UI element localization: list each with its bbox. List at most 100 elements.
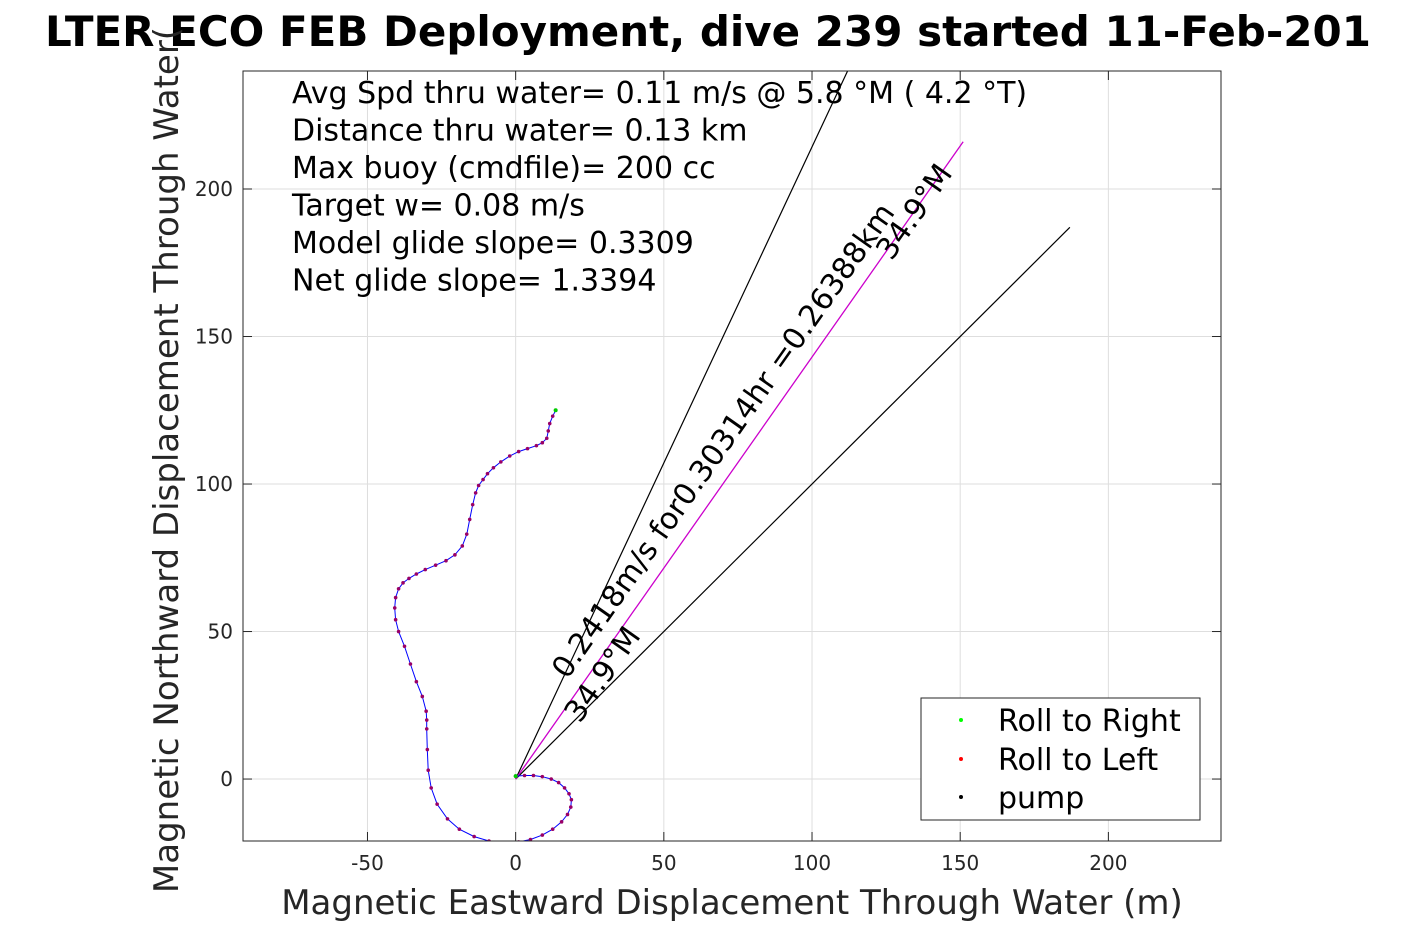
x-tick-labels: -50 0 50 100 150 200 <box>351 851 1127 875</box>
y-tick-label: 0 <box>220 767 233 791</box>
track-point <box>423 567 428 572</box>
track-point <box>531 773 536 778</box>
track-point <box>393 617 398 622</box>
annotation-line: Model glide slope= 0.3309 <box>292 226 694 261</box>
track-point <box>420 694 425 699</box>
track-point <box>534 443 539 448</box>
x-tick-label: 50 <box>651 851 676 875</box>
track-point <box>433 563 438 567</box>
track-point <box>445 817 450 821</box>
track-point <box>481 477 485 482</box>
x-tick-label: 200 <box>1089 851 1127 875</box>
track-point <box>507 454 512 458</box>
track-point <box>567 791 571 796</box>
y-tick-label: 200 <box>195 177 233 201</box>
track-point <box>426 768 431 772</box>
x-tick-label: 150 <box>941 851 979 875</box>
y-tick-label: 100 <box>195 472 233 496</box>
track-point <box>402 644 407 649</box>
heading-cone-line <box>515 71 849 780</box>
track-point <box>516 449 521 454</box>
annotation-line: Max buoy (cmdfile)= 200 cc <box>292 151 716 186</box>
dive-track <box>392 408 574 841</box>
annotation-line: Avg Spd thru water= 0.11 m/s @ 5.8 °M ( … <box>292 76 1027 111</box>
plot-frame <box>242 70 1222 842</box>
legend-label-pump: pump <box>998 781 1084 816</box>
track-point <box>540 440 545 445</box>
heading-cone-line <box>515 226 1071 780</box>
stats-annotations: Avg Spd thru water= 0.11 m/s @ 5.8 °M ( … <box>291 76 1027 299</box>
y-axis-label: Magnetic Northward Displacement Through … <box>147 27 187 893</box>
track-point <box>550 827 555 831</box>
annotation-line: Distance thru water= 0.13 km <box>292 114 747 149</box>
heading-cone <box>515 71 1071 780</box>
track-point <box>485 471 490 476</box>
legend-marker-pump <box>959 795 963 799</box>
track-point <box>559 820 564 824</box>
track-point <box>408 662 413 666</box>
track-point <box>562 786 567 790</box>
track-point <box>414 679 419 684</box>
annotation-line: Target w= 0.08 m/s <box>291 189 585 224</box>
track-point <box>435 802 439 806</box>
track-start-point <box>513 774 518 779</box>
y-tick-label: 50 <box>208 620 233 644</box>
track-point <box>491 466 496 470</box>
track-point <box>540 774 545 779</box>
track-point <box>424 718 429 722</box>
track-point <box>424 709 428 713</box>
track-point <box>540 833 545 837</box>
track-point <box>396 586 401 591</box>
track-point <box>464 532 469 536</box>
track-point <box>476 483 481 488</box>
track-point <box>467 517 472 522</box>
track-point <box>444 558 448 563</box>
track-point <box>401 581 405 585</box>
legend-marker-roll-left <box>959 757 963 761</box>
track-point <box>425 747 430 752</box>
annotation-line: Net glide slope= 1.3394 <box>292 264 656 299</box>
track-point <box>424 727 429 731</box>
legend: Roll to Right Roll to Left pump <box>920 697 1201 821</box>
x-axis-label: Magnetic Eastward Displacement Through W… <box>281 883 1183 923</box>
track-point <box>407 576 411 581</box>
track-point <box>460 544 465 548</box>
x-tick-label: 0 <box>509 851 522 875</box>
track-point <box>472 834 476 839</box>
y-tick-label: 150 <box>195 325 233 349</box>
track-point <box>457 827 462 831</box>
track-point <box>429 786 433 790</box>
axis-ticks <box>243 71 1221 841</box>
y-tick-labels: 0 50 100 150 200 <box>195 177 233 791</box>
vector-line <box>515 141 964 780</box>
track-point <box>525 446 530 451</box>
track-point <box>470 502 475 507</box>
track-point <box>528 837 533 841</box>
chart-title: LTER ECO FEB Deployment, dive 239 starte… <box>45 7 1371 56</box>
track-point <box>393 595 398 600</box>
net-displacement-vector <box>515 141 964 780</box>
track-point <box>473 491 478 495</box>
track-point <box>569 797 574 802</box>
track-point <box>547 421 552 426</box>
x-tick-label: 100 <box>793 851 831 875</box>
track-line <box>394 410 572 841</box>
track-point <box>568 805 573 809</box>
track-point <box>396 629 401 634</box>
track-point <box>414 572 419 576</box>
track-end-point <box>553 408 558 413</box>
legend-label-roll-left: Roll to Left <box>998 743 1158 778</box>
track-point <box>499 460 503 464</box>
track-point <box>549 777 554 781</box>
legend-marker-roll-right <box>959 718 963 722</box>
track-point <box>544 436 549 441</box>
track-point <box>546 429 551 433</box>
track-point <box>453 553 457 557</box>
track-point <box>550 414 555 418</box>
track-point <box>565 812 570 817</box>
legend-label-roll-right: Roll to Right <box>998 704 1181 739</box>
track-point <box>556 780 561 785</box>
track-point <box>392 606 397 610</box>
x-tick-label: -50 <box>351 851 384 875</box>
